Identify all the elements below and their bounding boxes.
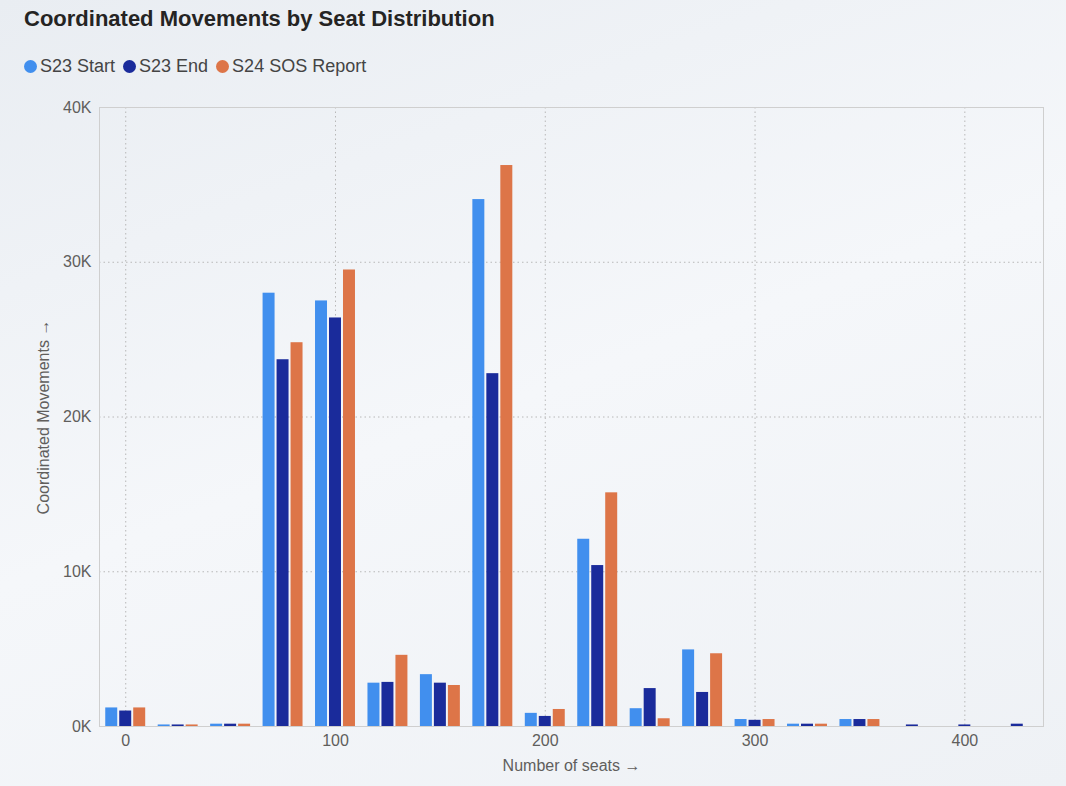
svg-text:10K: 10K [63, 563, 92, 580]
svg-text:30K: 30K [63, 253, 92, 270]
svg-text:200: 200 [532, 732, 559, 749]
svg-text:400: 400 [951, 732, 978, 749]
svg-text:0K: 0K [72, 718, 92, 735]
html-text:S23 End: S23 End [139, 56, 209, 76]
html-text:S23 Start: S23 Start [40, 56, 115, 76]
svg-text:40K: 40K [63, 99, 92, 116]
html-text:S24 SOS Report: S24 SOS Report [232, 56, 367, 76]
svg-text:Coordinated Movements →: Coordinated Movements → [35, 320, 52, 515]
svg-text:20K: 20K [63, 408, 92, 425]
svg-text:300: 300 [742, 732, 769, 749]
html-text:Coordinated Movements by Seat: Coordinated Movements by Seat Distributi… [24, 6, 495, 31]
svg-text:0: 0 [121, 732, 130, 749]
svg-text:100: 100 [322, 732, 349, 749]
svg-text:Number of seats →: Number of seats → [503, 757, 641, 774]
